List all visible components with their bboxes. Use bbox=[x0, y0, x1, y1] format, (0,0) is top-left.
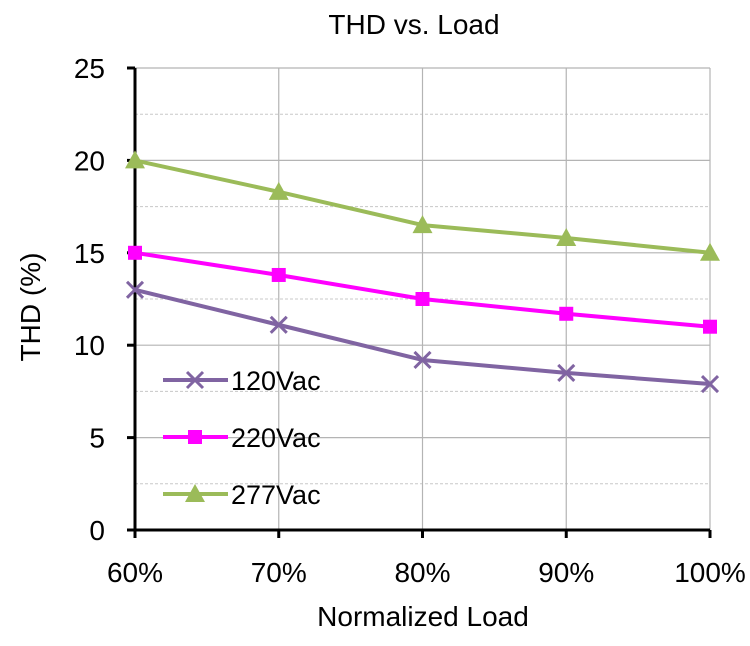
data-point bbox=[128, 245, 142, 260]
data-point bbox=[125, 150, 145, 169]
x-marker-stroke bbox=[125, 280, 145, 299]
data-point bbox=[703, 319, 717, 334]
series-220Vac bbox=[128, 245, 717, 334]
legend-entry-120Vac: 120Vac bbox=[163, 366, 321, 396]
data-point bbox=[700, 242, 720, 261]
y-tick-label: 15 bbox=[74, 238, 105, 269]
x-tick-label: 100% bbox=[674, 557, 746, 588]
y-tick-label: 0 bbox=[89, 515, 105, 546]
x-tick-label: 80% bbox=[394, 557, 450, 588]
data-point bbox=[413, 350, 432, 370]
x-tick-label: 60% bbox=[107, 557, 163, 588]
legend-label: 277Vac bbox=[231, 480, 321, 510]
series-120Vac bbox=[125, 280, 720, 394]
legend-marker bbox=[188, 430, 202, 444]
data-point bbox=[559, 306, 574, 321]
legend-marker bbox=[185, 484, 205, 502]
x-marker-stroke bbox=[269, 315, 288, 334]
x-marker-stroke bbox=[185, 370, 205, 390]
x-tick-label: 90% bbox=[538, 557, 594, 588]
x-marker-stroke bbox=[413, 350, 432, 370]
data-point bbox=[556, 228, 577, 247]
x-axis-label: Normalized Load bbox=[317, 601, 529, 632]
data-point bbox=[125, 280, 145, 299]
data-point bbox=[557, 363, 576, 382]
chart-title: THD vs. Load bbox=[328, 9, 499, 40]
data-point bbox=[700, 374, 720, 394]
x-marker-stroke bbox=[700, 374, 720, 394]
legend-label: 120Vac bbox=[231, 366, 321, 396]
y-tick-label: 20 bbox=[74, 145, 105, 176]
x-marker-stroke bbox=[557, 363, 576, 382]
data-point bbox=[415, 292, 430, 306]
y-tick-label: 5 bbox=[89, 423, 105, 454]
legend-marker bbox=[185, 370, 205, 390]
x-tick-label: 70% bbox=[251, 557, 307, 588]
series-277Vac bbox=[125, 150, 720, 261]
data-point bbox=[271, 267, 286, 282]
legend: 120Vac 220Vac 277Vac bbox=[163, 366, 321, 510]
legend-entry-277Vac: 277Vac bbox=[163, 480, 321, 510]
tick-labels: 0 5 10 15 20 25 60% 70% 80% 90% 100% bbox=[74, 53, 746, 588]
y-tick-label: 10 bbox=[74, 330, 105, 361]
data-point bbox=[412, 215, 433, 234]
data-point bbox=[269, 315, 288, 334]
legend-entry-220Vac: 220Vac bbox=[163, 423, 321, 453]
legend-label: 220Vac bbox=[231, 423, 321, 453]
y-tick-label: 25 bbox=[74, 53, 105, 84]
series-lines bbox=[125, 150, 720, 394]
y-axis-label: THD (%) bbox=[15, 253, 46, 362]
data-point bbox=[268, 181, 289, 200]
